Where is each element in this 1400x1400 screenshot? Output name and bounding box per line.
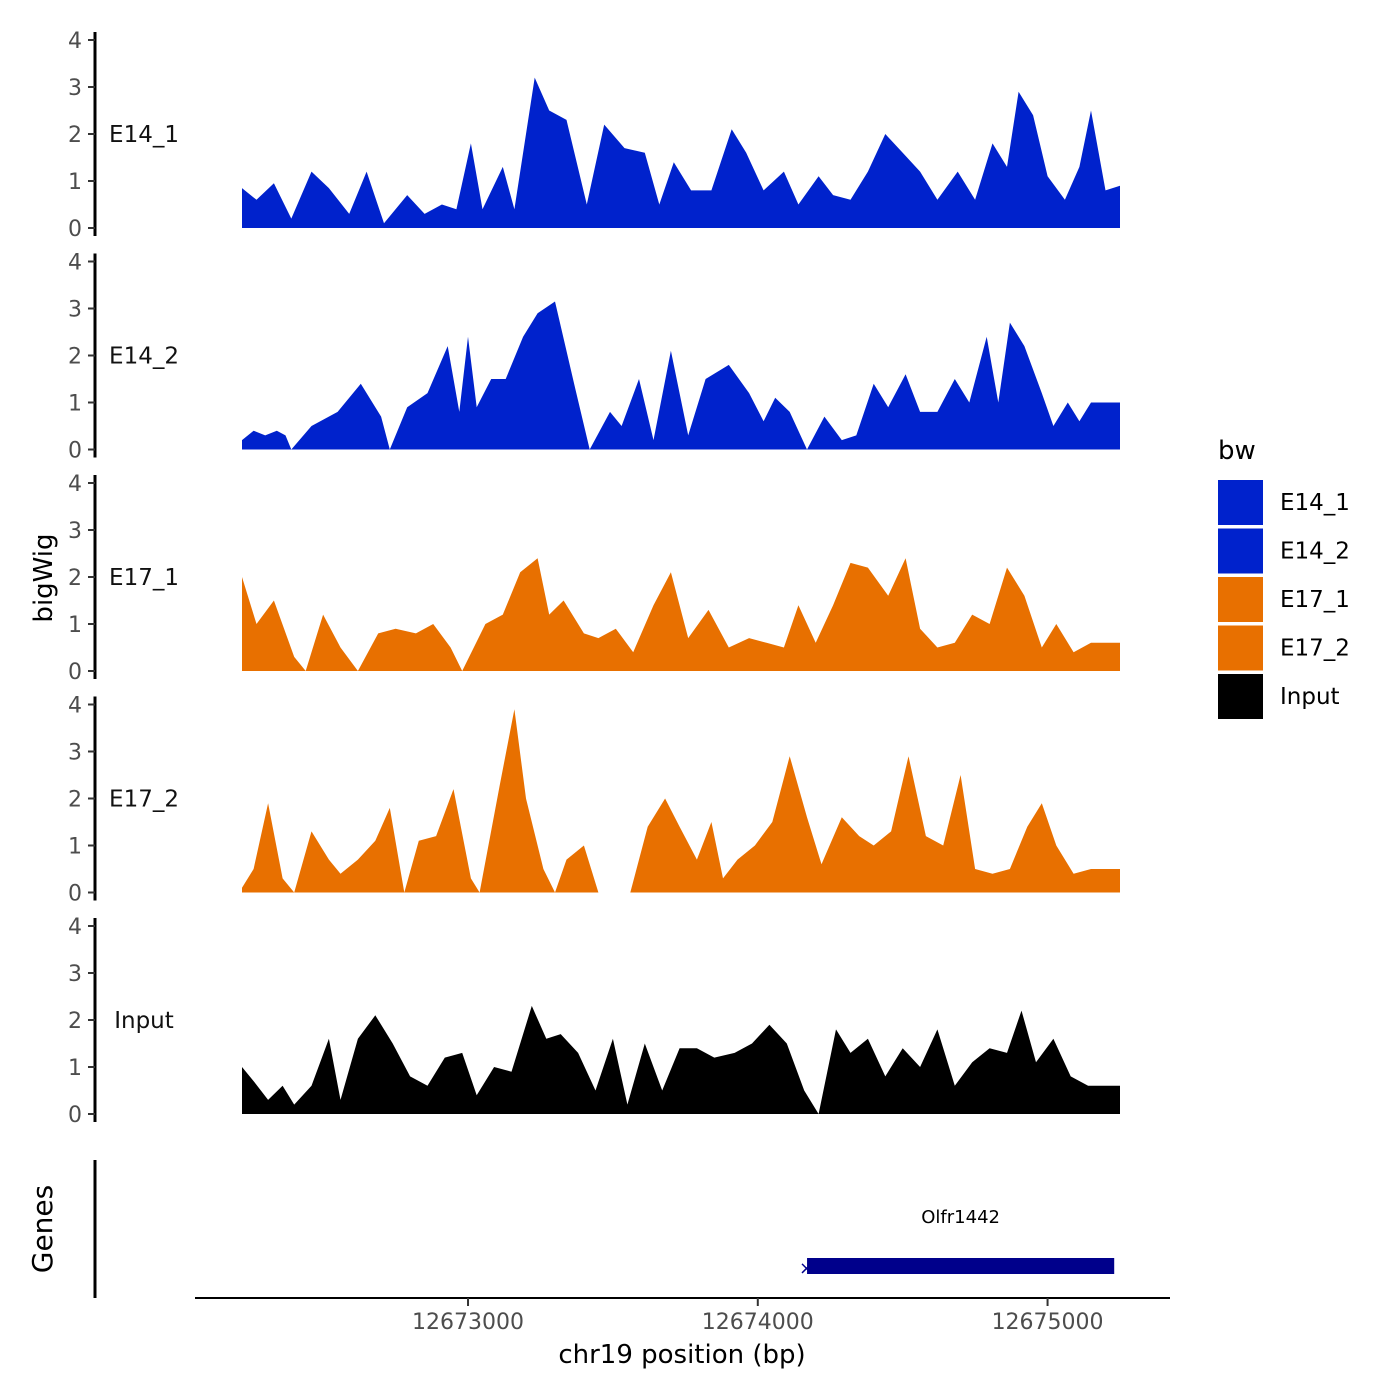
coverage-area-Input <box>242 1005 1120 1114</box>
y-tick-label: 4 <box>68 29 82 54</box>
legend-item-E14_2: E14_2 <box>1218 528 1350 574</box>
y-tick-label: 0 <box>68 1103 82 1128</box>
x-axis-ticks: 12673000 12674000 12675000 <box>412 1298 1104 1335</box>
legend-swatch <box>1218 480 1263 525</box>
y-tick-label: 4 <box>68 251 82 276</box>
y-tick-label: 3 <box>68 76 82 101</box>
legend-item-E17_2: E17_2 <box>1218 625 1350 671</box>
legend-item-E14_1: E14_1 <box>1218 480 1350 525</box>
legend-label: E17_2 <box>1280 636 1350 662</box>
legend-label: E14_1 <box>1280 490 1350 516</box>
legend-label: E17_1 <box>1280 587 1350 613</box>
track-Input: 0 1 2 3 4 Input <box>68 915 1120 1128</box>
legend-swatch <box>1218 577 1263 622</box>
y-tick-label: 1 <box>68 392 82 417</box>
y-tick-label: 3 <box>68 298 82 323</box>
coverage-area-E17_1 <box>242 558 1120 671</box>
y-tick-label: 0 <box>68 217 82 242</box>
legend: E14_1 E14_2 E17_1 E17_2 Input <box>1218 480 1350 719</box>
y-tick-label: 3 <box>68 741 82 766</box>
track-label: E17_2 <box>109 787 179 813</box>
x-tick-label: 12675000 <box>992 1310 1104 1335</box>
y-axis-title: bigWig <box>29 533 59 622</box>
legend-label: Input <box>1280 684 1340 710</box>
y-tick-label: 4 <box>68 915 82 940</box>
gene-Olfr1442: × Olfr1442 <box>799 1207 1115 1279</box>
gene-track: × Olfr1442 <box>799 1207 1115 1279</box>
legend-label: E14_2 <box>1280 539 1350 565</box>
y-tick-label: 0 <box>68 660 82 685</box>
y-tick-label: 2 <box>68 345 82 370</box>
genes-axis-title: Genes <box>26 1185 59 1273</box>
y-tick-label: 4 <box>68 694 82 719</box>
track-label: Input <box>114 1008 174 1034</box>
gene-label: Olfr1442 <box>921 1207 1000 1228</box>
coverage-area-E14_2 <box>242 301 1120 450</box>
x-tick-label: 12673000 <box>412 1310 524 1335</box>
gene-strand-arrow: × <box>799 1258 814 1279</box>
track-label: E14_2 <box>109 344 179 370</box>
track-label: E17_1 <box>109 565 179 591</box>
coverage-area-E17_2 <box>242 709 1120 893</box>
coverage-area-E14_1 <box>242 77 1120 228</box>
track-label: E14_1 <box>109 122 179 148</box>
track-E17_2: 0 1 2 3 4 E17_2 <box>68 694 1120 907</box>
y-tick-label: 3 <box>68 962 82 987</box>
track-E17_1: 0 1 2 3 4 E17_1 <box>68 472 1120 685</box>
y-tick-label: 1 <box>68 170 82 195</box>
y-tick-label: 2 <box>68 1009 82 1034</box>
legend-item-Input: Input <box>1218 674 1340 719</box>
y-tick-label: 1 <box>68 1056 82 1081</box>
legend-swatch <box>1218 674 1263 719</box>
track-panels: 0 1 2 3 4 E14_1 0 1 2 3 4 E14_2 0 1 2 3 4 E17_1 0 1 2 3 4 E17_2… <box>68 29 1120 1128</box>
legend-swatch <box>1218 528 1263 574</box>
legend-item-E17_1: E17_1 <box>1218 577 1350 622</box>
y-tick-label: 0 <box>68 882 82 907</box>
track-E14_2: 0 1 2 3 4 E14_2 <box>68 251 1120 464</box>
y-tick-label: 2 <box>68 123 82 148</box>
x-axis-title: chr19 position (bp) <box>558 1340 805 1370</box>
y-tick-label: 1 <box>68 835 82 860</box>
y-tick-label: 0 <box>68 439 82 464</box>
x-tick-label: 12674000 <box>702 1310 814 1335</box>
y-tick-label: 3 <box>68 519 82 544</box>
legend-swatch <box>1218 625 1263 671</box>
y-tick-label: 4 <box>68 472 82 497</box>
y-tick-label: 1 <box>68 613 82 638</box>
y-tick-label: 2 <box>68 788 82 813</box>
y-tick-label: 2 <box>68 566 82 591</box>
legend-title: bw <box>1218 436 1256 466</box>
gene-body <box>807 1258 1115 1274</box>
track-E14_1: 0 1 2 3 4 E14_1 <box>68 29 1120 242</box>
